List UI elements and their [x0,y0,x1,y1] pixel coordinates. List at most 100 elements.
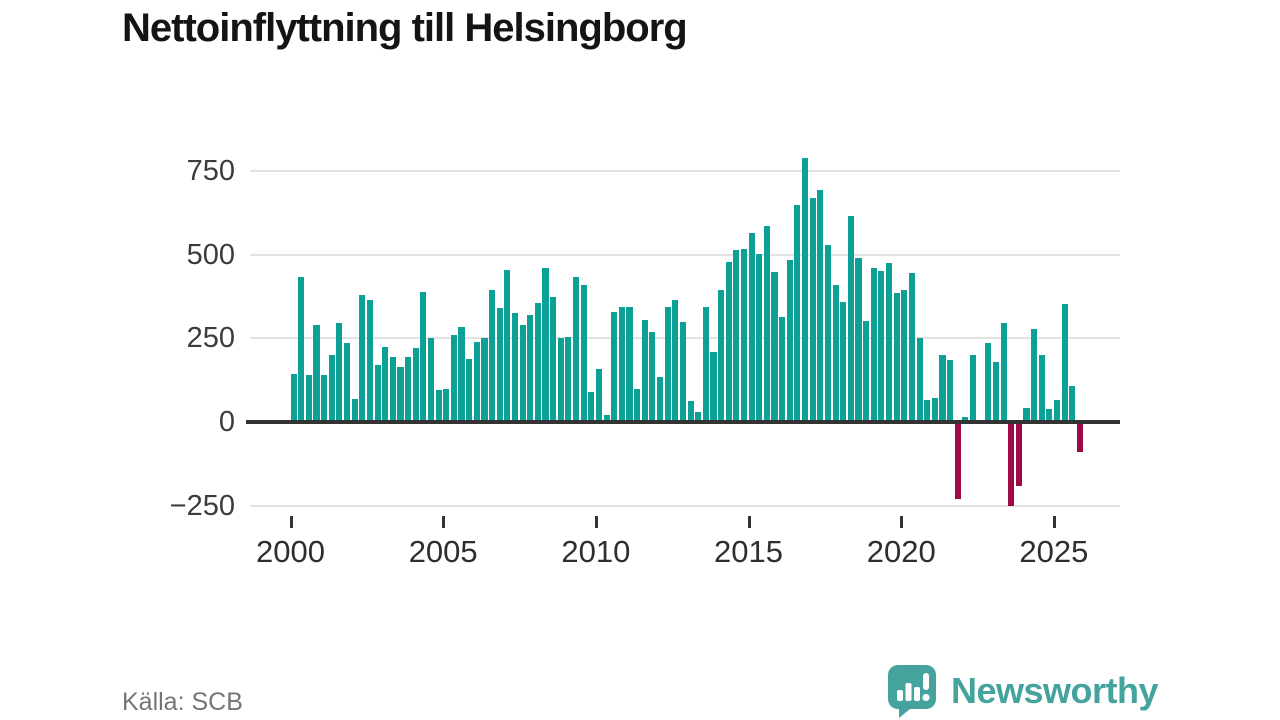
bar [603,415,610,422]
bar [656,376,664,422]
bar [450,335,457,422]
bar [611,311,618,422]
bar [908,273,916,422]
bar [405,356,412,422]
bar [1053,400,1061,422]
newsworthy-mark-icon [887,664,937,718]
bar [763,226,770,422]
bar [809,198,816,422]
source-note: Källa: SCB [122,688,243,716]
bar [924,399,931,422]
y-axis-label: 0 [218,406,235,438]
bar [710,351,717,422]
bar [840,301,847,422]
y-axis-label: −250 [169,489,235,522]
bar [679,321,686,422]
bar [519,325,526,422]
bar [870,267,877,422]
bar [427,338,435,422]
bar [1031,329,1038,422]
bar [389,356,396,422]
bar [817,189,824,422]
x-axis-tick [594,516,598,528]
bar [412,348,419,422]
bar [443,388,450,422]
bar [298,276,305,422]
bar [305,375,312,422]
bar [550,296,557,422]
newsworthy-logo: Newsworthy [887,664,1159,718]
bar [969,355,977,422]
x-axis-label: 2000 [256,534,325,569]
bar [725,261,732,422]
bar [511,313,519,422]
bar [458,326,465,422]
bar [1015,422,1022,486]
bar [832,284,839,422]
gridline [250,170,1120,173]
x-axis-tick [289,516,293,528]
bar [397,366,404,422]
bar [466,358,473,422]
bar [756,253,763,422]
bar [328,355,335,422]
bar [542,268,549,422]
bar [588,391,595,422]
x-axis-label: 2015 [714,534,784,569]
bar [718,289,725,422]
bar [901,289,908,422]
bar [321,375,328,422]
bar [343,343,351,422]
bar [664,306,671,422]
bar [641,320,648,422]
bar [672,299,679,422]
bar [687,400,694,422]
bar [557,338,564,422]
bar [351,398,358,422]
x-axis-tick [747,516,751,528]
bar [824,244,832,422]
bar [580,284,587,422]
bar [336,323,343,422]
bar [786,259,793,422]
bar [893,292,900,422]
bar [496,308,503,422]
y-axis-label: 500 [186,238,235,271]
bar [534,303,541,422]
zero-axis-line [246,420,1120,424]
bar [878,270,885,422]
bar [695,412,702,422]
logo-wordmark: Newsworthy [950,670,1159,711]
bar [855,258,862,422]
bar [1000,323,1007,422]
logo-bubble-shape [887,665,936,718]
x-axis-label: 2025 [1019,534,1089,569]
bar [1023,408,1030,422]
bar [634,388,641,422]
bar [366,299,373,422]
bar [359,294,366,422]
x-axis-tick [900,516,904,528]
bar [779,316,786,422]
bar [916,337,923,422]
x-axis-label: 2020 [866,534,936,569]
bar [565,336,572,422]
bar [618,306,625,422]
bar [748,233,755,422]
bar [1038,355,1045,422]
bar [702,306,709,422]
bar [290,373,297,422]
x-axis-tick [1052,516,1056,528]
bar [1061,304,1068,422]
bar [802,157,809,422]
bar [504,269,511,422]
bar [939,354,946,422]
bar [489,289,496,422]
bar [420,291,427,422]
bar [847,216,854,422]
bar [473,341,480,422]
bar [573,276,580,422]
bar [733,249,740,422]
bar [771,272,778,422]
